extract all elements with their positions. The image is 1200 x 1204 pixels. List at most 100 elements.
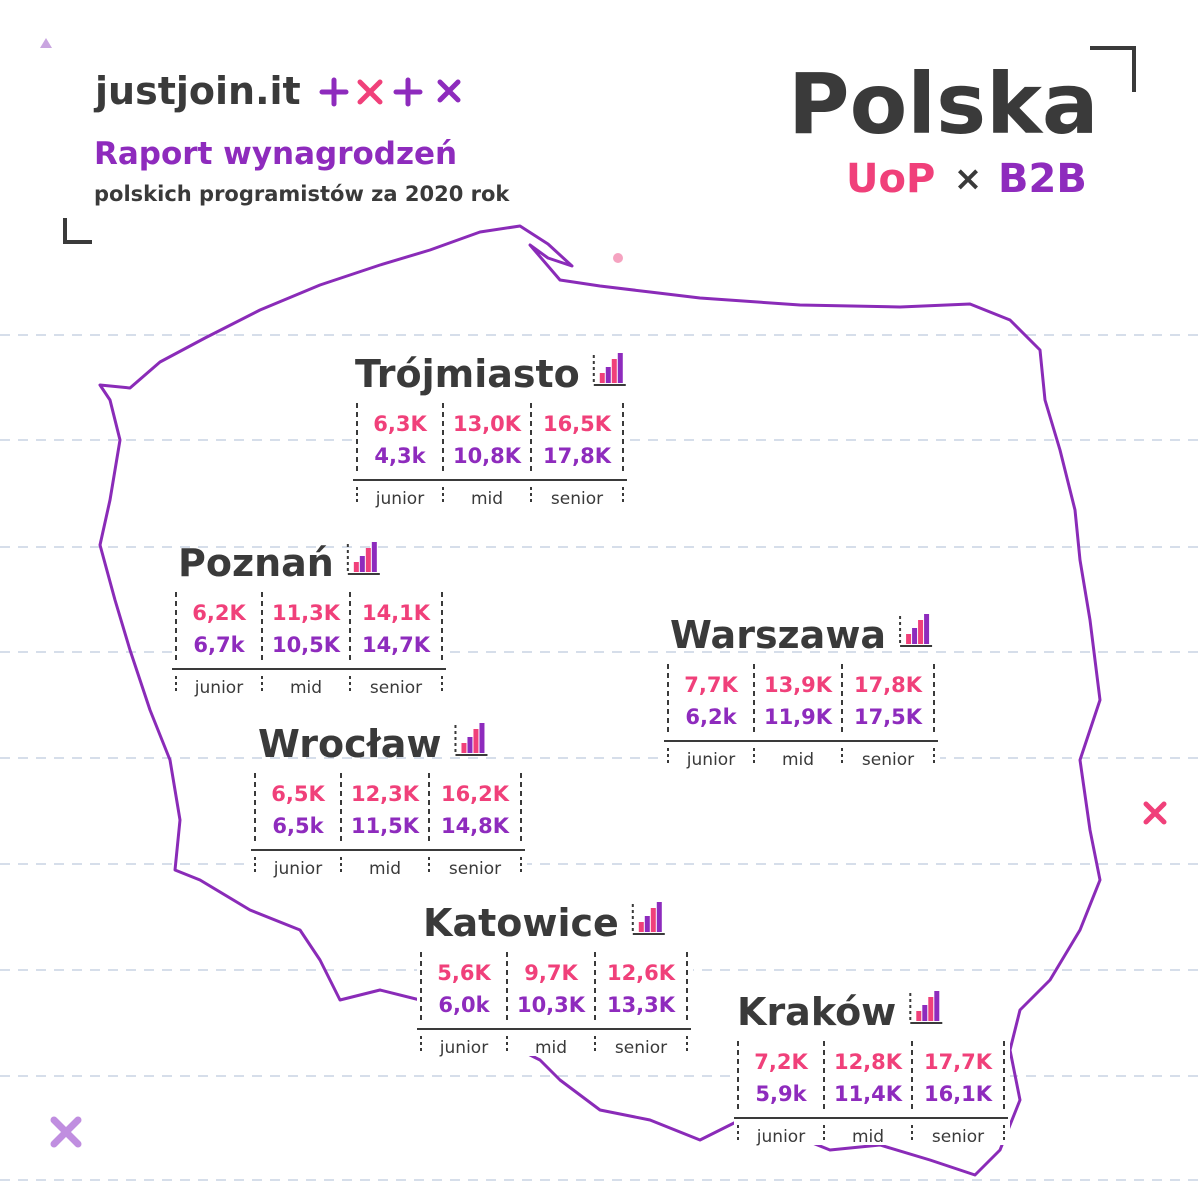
icon-bar bbox=[365, 548, 371, 572]
uop-salary: 7,7K bbox=[684, 673, 738, 697]
icon-bar bbox=[638, 922, 644, 932]
map-outline bbox=[98, 224, 1102, 1177]
uop-salary: 6,3K bbox=[373, 412, 427, 436]
b2b-salary: 11,4K bbox=[834, 1082, 903, 1106]
table-bg bbox=[353, 401, 629, 507]
icon-bar bbox=[611, 359, 617, 383]
b2b-salary: 5,9k bbox=[755, 1082, 807, 1106]
level-label: mid bbox=[852, 1127, 884, 1147]
b2b-salary: 13,3K bbox=[607, 993, 676, 1017]
city-block: Wrocław 6,5K 6,5k junior 12,3K 11,5K mid 16,2K 1… bbox=[251, 722, 527, 879]
b2b-salary: 6,5k bbox=[272, 814, 324, 838]
report-subtitle: polskich programistów za 2020 rok bbox=[94, 182, 510, 206]
b2b-salary: 10,3K bbox=[517, 993, 586, 1017]
table-bg bbox=[172, 590, 448, 696]
b2b-salary: 6,2k bbox=[685, 705, 737, 729]
separator: × bbox=[954, 159, 983, 199]
icon-bar bbox=[912, 628, 918, 644]
b2b-salary: 4,3k bbox=[374, 444, 426, 468]
icon-bar bbox=[934, 991, 940, 1021]
b2b-salary: 10,8K bbox=[453, 444, 522, 468]
uop-salary: 17,7K bbox=[924, 1050, 993, 1074]
table-bg bbox=[251, 771, 527, 877]
level-label: junior bbox=[194, 678, 243, 698]
icon-bar bbox=[359, 556, 365, 572]
icon-bar bbox=[916, 1011, 922, 1021]
icon-bar bbox=[371, 542, 377, 572]
city-name: Wrocław bbox=[258, 722, 441, 766]
icon-bar bbox=[353, 562, 359, 572]
triangle-deco bbox=[40, 38, 52, 48]
icon-bar bbox=[928, 997, 934, 1021]
country: Polska bbox=[788, 55, 1099, 153]
city-block: Poznań 6,2K 6,7k junior 11,3K 10,5K mid 14,1K 14… bbox=[172, 541, 448, 698]
dot-deco bbox=[613, 253, 623, 263]
b2b-salary: 11,9K bbox=[764, 705, 833, 729]
icon-bar bbox=[650, 908, 656, 932]
icon-bar bbox=[467, 737, 473, 753]
uop-salary: 16,5K bbox=[543, 412, 612, 436]
table-bg bbox=[417, 950, 693, 1056]
icon-bar bbox=[918, 620, 924, 644]
city-block: Katowice 5,6K 6,0k junior 9,7K 10,3K mid 12,6K 1… bbox=[417, 901, 693, 1058]
cross-deco bbox=[1143, 801, 1167, 825]
level-label: junior bbox=[439, 1038, 488, 1058]
corner-deco bbox=[1090, 46, 1136, 92]
uop-salary: 5,6K bbox=[437, 961, 491, 985]
b2b-salary: 6,0k bbox=[438, 993, 490, 1017]
city-block: Trójmiasto 6,3K 4,3k junior 13,0K 10,8K mid 16,… bbox=[353, 352, 629, 509]
uop-salary: 12,8K bbox=[834, 1050, 903, 1074]
icon-bar bbox=[617, 353, 623, 383]
level-label: mid bbox=[471, 489, 503, 509]
plus-cross-deco bbox=[319, 77, 461, 107]
table-bg bbox=[734, 1039, 1010, 1145]
city-name: Poznań bbox=[178, 541, 334, 585]
icon-bar bbox=[479, 723, 485, 753]
b2b-salary: 11,5K bbox=[351, 814, 420, 838]
uop-salary: 11,3K bbox=[272, 601, 341, 625]
city-block: Warszawa 7,7K 6,2k junior 13,9K 11,9K mid 17,8K… bbox=[664, 613, 940, 770]
table-bg bbox=[664, 662, 940, 768]
icon-bar bbox=[906, 634, 912, 644]
b2b-salary: 17,8K bbox=[543, 444, 612, 468]
uop-salary: 17,8K bbox=[854, 673, 923, 697]
level-label: senior bbox=[370, 678, 422, 698]
uop-salary: 12,3K bbox=[351, 782, 420, 806]
icon-bar bbox=[461, 743, 467, 753]
icon-bar bbox=[924, 614, 930, 644]
level-label: senior bbox=[551, 489, 603, 509]
level-label: mid bbox=[535, 1038, 567, 1058]
level-label: mid bbox=[782, 750, 814, 770]
city-name: Katowice bbox=[423, 901, 619, 945]
uop-salary: 6,5K bbox=[271, 782, 325, 806]
icon-bar bbox=[656, 902, 662, 932]
corner-deco bbox=[63, 218, 92, 244]
icon-bar bbox=[922, 1005, 928, 1021]
uop-salary: 7,2K bbox=[754, 1050, 808, 1074]
icon-bar bbox=[599, 373, 605, 383]
uop-salary: 9,7K bbox=[524, 961, 578, 985]
b2b-salary: 6,7k bbox=[193, 633, 245, 657]
city-block: Kraków 7,2K 5,9k junior 12,8K 11,4K mid 17,7K 16… bbox=[734, 990, 1010, 1147]
level-label: senior bbox=[615, 1038, 667, 1058]
icon-bar bbox=[473, 729, 479, 753]
level-label: junior bbox=[756, 1127, 805, 1147]
level-label: junior bbox=[686, 750, 735, 770]
level-label: junior bbox=[375, 489, 424, 509]
b2b-salary: 17,5K bbox=[854, 705, 923, 729]
icon-bar bbox=[605, 367, 611, 383]
b2b-salary: 16,1K bbox=[924, 1082, 993, 1106]
uop-salary: 13,0K bbox=[453, 412, 522, 436]
report-title: Raport wynagrodzeń bbox=[94, 136, 457, 172]
level-label: senior bbox=[862, 750, 914, 770]
uop-salary: 13,9K bbox=[764, 673, 833, 697]
city-name: Warszawa bbox=[670, 613, 886, 657]
level-label: mid bbox=[290, 678, 322, 698]
cross-deco bbox=[50, 1116, 82, 1148]
level-label: senior bbox=[932, 1127, 984, 1147]
level-label: junior bbox=[273, 859, 322, 879]
b2b-label: B2B bbox=[998, 156, 1087, 202]
uop-salary: 16,2K bbox=[441, 782, 510, 806]
b2b-salary: 14,8K bbox=[441, 814, 510, 838]
